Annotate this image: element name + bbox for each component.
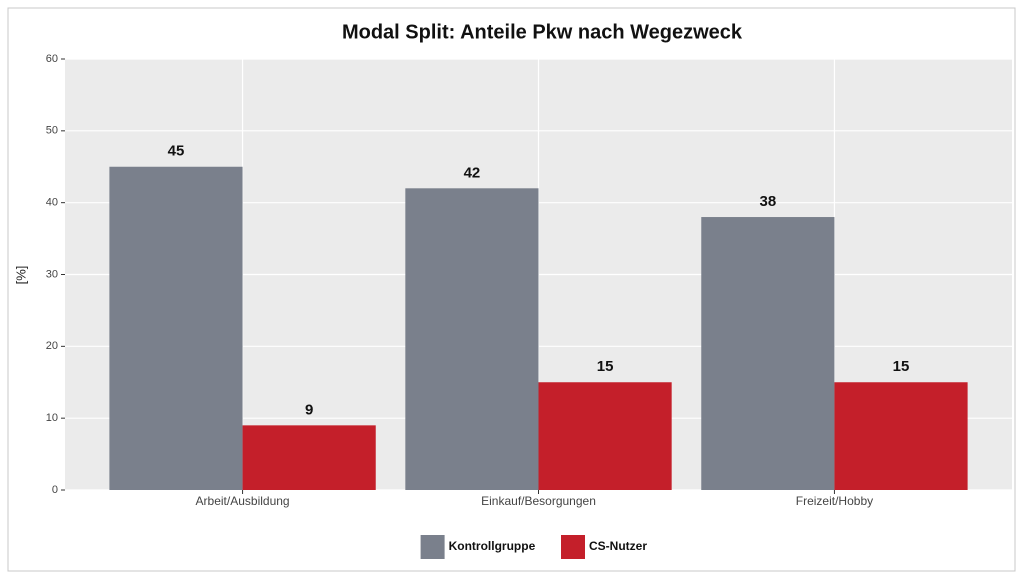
bar <box>405 188 539 491</box>
x-tick-label: Arbeit/Ausbildung <box>196 494 290 508</box>
y-tick-label: 10 <box>46 412 58 424</box>
data-label: 42 <box>464 164 481 181</box>
y-tick-label: 50 <box>46 125 58 137</box>
legend-swatch <box>561 535 585 559</box>
y-tick-label: 30 <box>46 268 58 280</box>
data-label: 9 <box>305 401 313 418</box>
y-tick-label: 0 <box>52 484 58 496</box>
x-tick-label: Einkauf/Besorgungen <box>481 494 596 508</box>
data-label: 15 <box>893 358 910 375</box>
bar <box>538 382 672 490</box>
bar <box>834 382 968 490</box>
x-tick-label: Freizeit/Hobby <box>796 494 873 508</box>
y-axis-label: [%] <box>13 266 28 285</box>
legend-label: Kontrollgruppe <box>449 539 536 553</box>
y-tick-label: 20 <box>46 340 58 352</box>
legend-swatch <box>420 535 445 559</box>
legend-label: CS-Nutzer <box>589 539 647 553</box>
data-label: 38 <box>760 193 777 210</box>
data-label: 15 <box>597 358 614 375</box>
y-tick-label: 60 <box>46 53 58 65</box>
chart-title: Modal Split: Anteile Pkw nach Wegezweck <box>342 21 743 43</box>
y-tick-label: 40 <box>46 197 58 209</box>
bar <box>109 166 243 490</box>
bar <box>701 217 835 491</box>
bar <box>242 425 376 490</box>
data-label: 45 <box>168 143 185 160</box>
